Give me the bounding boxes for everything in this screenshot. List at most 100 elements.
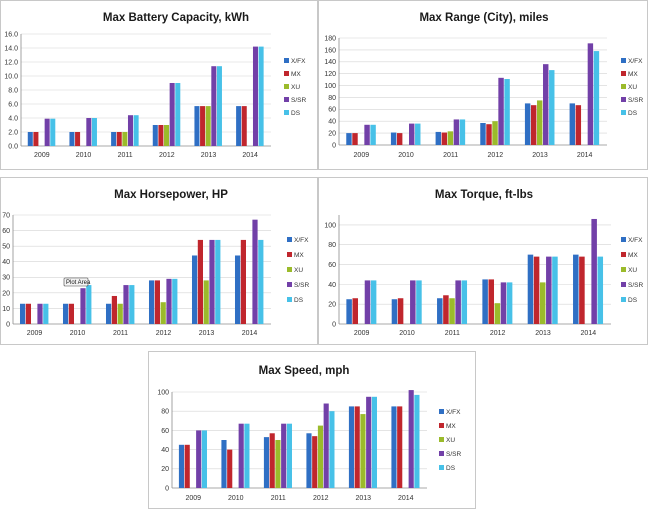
bar-s-sr-2009 bbox=[364, 124, 370, 145]
bar-ds-2011 bbox=[129, 285, 135, 324]
bar-s-sr-2013 bbox=[543, 64, 549, 145]
chart-title: Max Speed, mph bbox=[259, 365, 350, 377]
bar-ds-2012 bbox=[506, 282, 513, 324]
y-tick-label: 40 bbox=[161, 447, 169, 454]
legend-swatch-xu bbox=[621, 84, 626, 89]
bar-mx-2009 bbox=[352, 133, 358, 145]
bar-x-fx-2012 bbox=[152, 125, 158, 146]
bar-s-sr-2012 bbox=[323, 403, 329, 488]
legend-label-s-sr: S/SR bbox=[446, 451, 461, 458]
legend-label-s-sr: S/SR bbox=[628, 97, 643, 104]
bar-x-fx-2012 bbox=[480, 123, 486, 145]
legend-swatch-x-fx bbox=[439, 409, 444, 414]
y-tick-label: 60 bbox=[2, 228, 10, 235]
legend-swatch-xu bbox=[621, 267, 626, 272]
y-tick-label: 20 bbox=[161, 466, 169, 473]
legend-label-xu: XU bbox=[628, 84, 637, 91]
x-tick-label: 2012 bbox=[159, 152, 175, 159]
y-tick-label: 60 bbox=[161, 428, 169, 435]
bar-s-sr-2009 bbox=[196, 430, 202, 488]
bar-x-fx-2009 bbox=[346, 133, 352, 145]
bar-ds-2014 bbox=[258, 46, 264, 146]
y-tick-label: 0.0 bbox=[8, 143, 18, 150]
chart-title: Max Torque, ft-lbs bbox=[435, 189, 533, 201]
bar-s-sr-2010 bbox=[86, 118, 92, 146]
bar-mx-2010 bbox=[75, 132, 81, 146]
bar-mx-2009 bbox=[184, 444, 190, 488]
y-tick-label: 14.0 bbox=[4, 45, 18, 52]
bar-ds-2012 bbox=[504, 79, 510, 145]
legend-swatch-xu bbox=[284, 84, 289, 89]
bar-s-sr-2009 bbox=[44, 118, 50, 146]
y-tick-label: 4.0 bbox=[8, 115, 18, 122]
legend-label-mx: MX bbox=[628, 252, 638, 259]
bar-x-fx-2014 bbox=[569, 103, 576, 145]
legend-label-mx: MX bbox=[446, 423, 456, 430]
x-tick-label: 2014 bbox=[398, 495, 414, 502]
legend-swatch-xu bbox=[287, 267, 292, 272]
x-tick-label: 2014 bbox=[242, 152, 258, 159]
x-tick-label: 2012 bbox=[156, 330, 172, 337]
x-tick-label: 2014 bbox=[242, 330, 258, 337]
bar-x-fx-2013 bbox=[527, 254, 534, 324]
y-tick-label: 120 bbox=[324, 71, 336, 78]
legend-swatch-ds bbox=[287, 297, 292, 302]
y-tick-label: 100 bbox=[157, 389, 169, 396]
plot-area-tooltip-label: Plot Area bbox=[66, 280, 91, 286]
x-tick-label: 2010 bbox=[70, 330, 86, 337]
bar-mx-2012 bbox=[488, 279, 495, 324]
bar-mx-2014 bbox=[575, 105, 582, 145]
bar-ds-2013 bbox=[216, 66, 222, 146]
y-tick-label: 80 bbox=[328, 242, 336, 249]
bar-x-fx-2009 bbox=[346, 299, 352, 324]
x-tick-label: 2011 bbox=[445, 330, 460, 337]
bar-x-fx-2014 bbox=[391, 406, 397, 488]
bar-ds-2014 bbox=[258, 239, 264, 324]
legend-swatch-s-sr bbox=[287, 282, 292, 287]
x-tick-label: 2012 bbox=[490, 330, 506, 337]
bar-x-fx-2013 bbox=[194, 106, 200, 146]
bar-xu-2012 bbox=[164, 125, 170, 146]
y-tick-label: 40 bbox=[2, 259, 10, 266]
bar-x-fx-2011 bbox=[435, 131, 442, 145]
y-tick-label: 10.0 bbox=[4, 73, 18, 80]
bar-x-fx-2010 bbox=[390, 132, 397, 145]
legend-label-s-sr: S/SR bbox=[291, 97, 306, 104]
bar-x-fx-2010 bbox=[69, 132, 75, 146]
plot-area-tooltip bbox=[63, 277, 89, 287]
bar-xu-2013 bbox=[536, 100, 543, 145]
bar-x-fx-2011 bbox=[263, 437, 270, 488]
bar-x-fx-2009 bbox=[19, 303, 26, 324]
bar-s-sr-2011 bbox=[453, 119, 460, 145]
bar-s-sr-2012 bbox=[500, 282, 507, 324]
bar-s-sr-2014 bbox=[252, 46, 259, 146]
bar-ds-2013 bbox=[549, 70, 555, 145]
x-tick-label: 2013 bbox=[355, 495, 371, 502]
x-tick-label: 2010 bbox=[398, 152, 414, 159]
legend-label-xu: XU bbox=[291, 84, 300, 91]
y-tick-label: 180 bbox=[324, 35, 336, 42]
y-tick-label: 6.0 bbox=[8, 101, 18, 108]
y-tick-label: 50 bbox=[2, 244, 10, 251]
bar-s-sr-2009 bbox=[364, 280, 371, 324]
x-tick-label: 2009 bbox=[27, 330, 43, 337]
x-tick-label: 2009 bbox=[354, 152, 370, 159]
legend-swatch-ds bbox=[439, 465, 444, 470]
x-tick-label: 2011 bbox=[113, 330, 128, 337]
y-tick-label: 20 bbox=[328, 131, 336, 138]
legend-swatch-s-sr bbox=[621, 97, 626, 102]
legend-swatch-xu bbox=[439, 437, 444, 442]
legend-swatch-x-fx bbox=[287, 237, 292, 242]
y-tick-label: 16.0 bbox=[4, 31, 18, 38]
bar-mx-2011 bbox=[443, 295, 449, 324]
legend-swatch-ds bbox=[621, 110, 626, 115]
y-tick-label: 80 bbox=[328, 95, 336, 102]
y-tick-label: 80 bbox=[161, 409, 169, 416]
x-tick-label: 2009 bbox=[354, 330, 370, 337]
bar-xu-2011 bbox=[122, 132, 128, 146]
y-tick-label: 60 bbox=[328, 107, 336, 114]
x-tick-label: 2010 bbox=[228, 495, 244, 502]
y-tick-label: 40 bbox=[328, 282, 336, 289]
legend-label-xu: XU bbox=[446, 437, 455, 444]
bar-mx-2014 bbox=[240, 239, 246, 324]
